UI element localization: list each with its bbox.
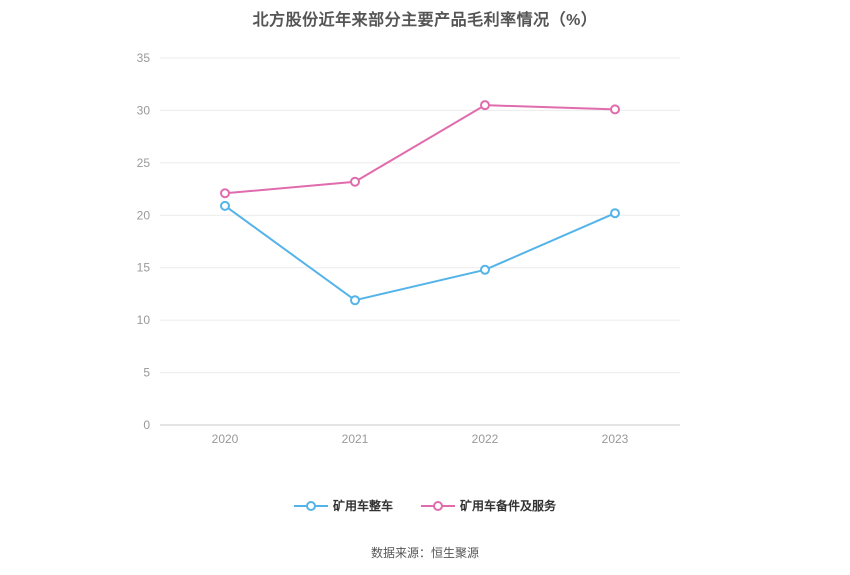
legend-marker-icon [293,500,328,511]
x-tick-label: 2020 [212,432,239,446]
data-source-note: 数据来源：恒生聚源 [370,546,479,560]
legend-marker-icon [421,500,455,511]
y-tick-label: 0 [143,418,150,432]
data-point-marker[interactable] [350,176,360,187]
chart-title: 北方股份近年来部分主要产品毛利率情况（%） [252,12,598,29]
series-line [224,205,616,302]
data-point-marker[interactable] [480,264,490,275]
legend-item[interactable]: 矿用车备件及服务 [421,497,556,514]
y-tick-label: 10 [137,313,151,327]
y-tick-label: 20 [137,208,151,222]
x-tick-label: 2023 [602,432,629,446]
data-point-marker[interactable] [610,104,620,115]
x-tick-label: 2021 [342,432,369,446]
legend-label: 矿用车整车 [332,499,393,513]
line-chart-plot: 0 5 10 15 20 25 30 35 2020 2021 2022 2023 [137,51,680,446]
y-tick-label: 5 [143,366,150,380]
series-line [224,104,616,195]
chart-legend: 矿用车整车 矿用车备件及服务 [0,497,850,514]
data-point-marker[interactable] [220,200,230,211]
data-point-marker[interactable] [480,100,490,111]
data-point-marker[interactable] [350,295,360,306]
data-point-marker[interactable] [220,188,230,199]
x-tick-label: 2022 [472,432,499,446]
y-tick-label: 30 [137,103,151,117]
data-point-marker[interactable] [610,208,620,219]
y-tick-label: 35 [137,51,151,65]
y-tick-label: 15 [137,261,151,275]
legend-label: 矿用车备件及服务 [460,499,557,513]
y-tick-label: 25 [137,156,151,170]
legend-item[interactable]: 矿用车整车 [293,497,393,514]
